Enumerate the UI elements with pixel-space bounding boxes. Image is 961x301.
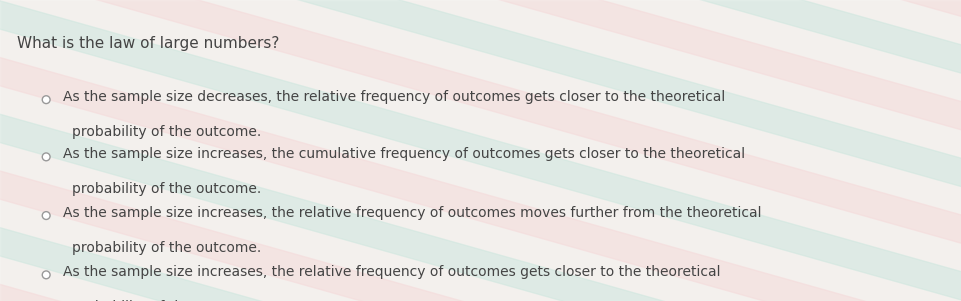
Polygon shape — [0, 151, 961, 301]
Polygon shape — [0, 214, 839, 301]
Text: What is the law of large numbers?: What is the law of large numbers? — [17, 36, 280, 51]
Polygon shape — [32, 0, 961, 118]
Polygon shape — [122, 0, 961, 87]
Polygon shape — [0, 120, 961, 301]
Polygon shape — [0, 57, 961, 301]
Polygon shape — [0, 0, 961, 150]
Text: As the sample size increases, the cumulative frequency of outcomes gets closer t: As the sample size increases, the cumula… — [62, 147, 744, 162]
Polygon shape — [0, 0, 961, 244]
Polygon shape — [302, 0, 961, 24]
Ellipse shape — [42, 212, 50, 219]
Text: As the sample size increases, the relative frequency of outcomes moves further f: As the sample size increases, the relati… — [62, 206, 760, 220]
Ellipse shape — [42, 271, 50, 279]
Text: probability of the outcome.: probability of the outcome. — [72, 241, 261, 255]
Polygon shape — [0, 0, 961, 275]
Text: probability of the outcome.: probability of the outcome. — [72, 125, 261, 139]
Polygon shape — [0, 88, 961, 301]
Polygon shape — [212, 0, 961, 56]
Text: As the sample size increases, the relative frequency of outcomes gets closer to : As the sample size increases, the relati… — [62, 265, 719, 280]
Polygon shape — [0, 183, 929, 301]
Text: probability of the outcome.: probability of the outcome. — [72, 300, 261, 301]
Polygon shape — [0, 245, 749, 301]
Text: probability of the outcome.: probability of the outcome. — [72, 182, 261, 196]
Ellipse shape — [42, 153, 50, 161]
Text: As the sample size decreases, the relative frequency of outcomes gets closer to : As the sample size decreases, the relati… — [62, 90, 724, 104]
Polygon shape — [0, 26, 961, 301]
Polygon shape — [0, 0, 961, 181]
Ellipse shape — [42, 96, 50, 104]
Polygon shape — [0, 277, 659, 301]
Polygon shape — [0, 0, 961, 213]
